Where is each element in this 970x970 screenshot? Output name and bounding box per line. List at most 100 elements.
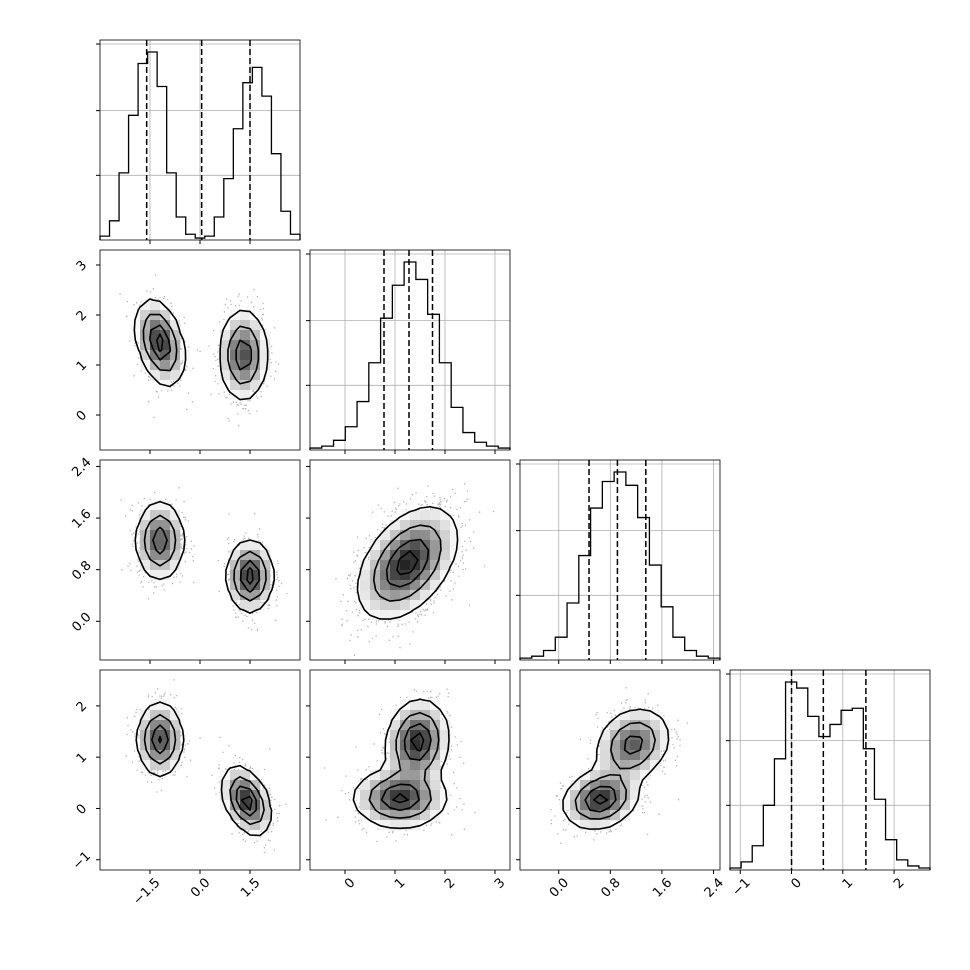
- density-cell: [400, 540, 411, 551]
- density-cell: [640, 740, 651, 751]
- density-cell: [230, 350, 241, 361]
- density-cell: [440, 540, 451, 551]
- density-cell: [390, 810, 401, 821]
- density-cell: [150, 500, 161, 511]
- histogram-step-line: [99, 51, 301, 240]
- density-cell: [400, 600, 411, 611]
- density-cell: [440, 730, 451, 741]
- density-cell: [650, 730, 661, 741]
- density-cell: [390, 750, 401, 761]
- density-cell: [150, 330, 161, 341]
- contour-line-2: [151, 724, 258, 817]
- density-cell: [150, 300, 161, 311]
- density-cell: [170, 720, 181, 731]
- density-cell: [410, 520, 421, 531]
- density-cell: [400, 570, 411, 581]
- density-cell: [170, 550, 181, 561]
- density-cell: [580, 820, 591, 831]
- density-cell: [390, 530, 401, 541]
- density-cell: [230, 810, 241, 821]
- contour-line-3: [246, 567, 254, 585]
- density-cell: [420, 590, 431, 601]
- density-cell: [170, 520, 181, 531]
- density-cell: [150, 740, 161, 751]
- y-tick-label: 0.0: [69, 610, 94, 635]
- density-cell: [150, 560, 161, 571]
- density-cell: [150, 720, 161, 731]
- density-cell: [560, 800, 571, 811]
- density-cell: [250, 820, 261, 831]
- density-cell: [250, 330, 261, 341]
- density-cell: [260, 820, 271, 831]
- density-cell: [450, 530, 461, 541]
- density-cell: [170, 360, 181, 371]
- contour-line-1: [142, 313, 260, 385]
- density-cell: [150, 520, 161, 531]
- density-cell: [600, 770, 611, 781]
- contour-line-2: [152, 526, 261, 593]
- contour-line-0: [356, 505, 459, 620]
- density-cell: [240, 390, 251, 401]
- x-tick-label: 3: [492, 875, 508, 891]
- density-cell: [580, 790, 591, 801]
- density-cell: [170, 510, 181, 521]
- density-cell: [160, 520, 171, 531]
- density-cell: [360, 780, 371, 791]
- density-cell: [370, 780, 381, 791]
- density-cell: [170, 710, 181, 721]
- density-cell: [150, 340, 161, 351]
- density-cell: [370, 590, 381, 601]
- x-tick-label: 0.0: [188, 875, 213, 900]
- density-cell: [640, 710, 651, 721]
- contour-line-2: [380, 722, 432, 812]
- density-cell: [600, 800, 611, 811]
- density-cell: [420, 740, 431, 751]
- density-cell: [410, 730, 421, 741]
- density-cell: [430, 540, 441, 551]
- density-cell: [260, 550, 271, 561]
- density-cell: [230, 380, 241, 391]
- density-cell: [240, 320, 251, 331]
- x-tick-label: 1.5: [238, 875, 263, 900]
- density-cell: [380, 820, 391, 831]
- density-cell: [240, 580, 251, 591]
- density-cell: [610, 720, 621, 731]
- density-cell: [160, 370, 171, 381]
- density-cell: [600, 730, 611, 741]
- density-cell: [170, 370, 181, 381]
- histogram-step-line: [519, 471, 721, 660]
- density-cell: [370, 540, 381, 551]
- density-cell: [360, 600, 371, 611]
- density-cell: [240, 380, 251, 391]
- density-cell: [430, 550, 441, 561]
- contour-line-1: [143, 514, 267, 602]
- density-cell: [630, 710, 641, 721]
- density-cell: [160, 760, 171, 771]
- density-cell: [380, 610, 391, 621]
- contour-line-0: [352, 698, 450, 830]
- density-cell: [430, 800, 441, 811]
- density-cell: [380, 590, 391, 601]
- panel-background: [520, 460, 720, 660]
- density-cell: [410, 770, 421, 781]
- density-cell: [420, 530, 431, 541]
- density-cell: [260, 800, 271, 811]
- density-cell: [410, 710, 421, 721]
- density-cell: [220, 360, 231, 371]
- density-cell: [160, 560, 171, 571]
- density-cell: [260, 350, 271, 361]
- density-cell: [150, 550, 161, 561]
- density-cell: [250, 380, 261, 391]
- density-cell: [360, 790, 371, 801]
- density-cell: [390, 550, 401, 561]
- density-cell: [410, 750, 421, 761]
- density-cell: [220, 370, 231, 381]
- scatter-panel-r3-c2: [519, 669, 721, 871]
- x-tick-label: 1: [840, 875, 856, 891]
- density-cell: [630, 750, 641, 761]
- density-cell: [150, 510, 161, 521]
- density-cell: [140, 510, 151, 521]
- density-cell: [140, 520, 151, 531]
- density-cell: [150, 320, 161, 331]
